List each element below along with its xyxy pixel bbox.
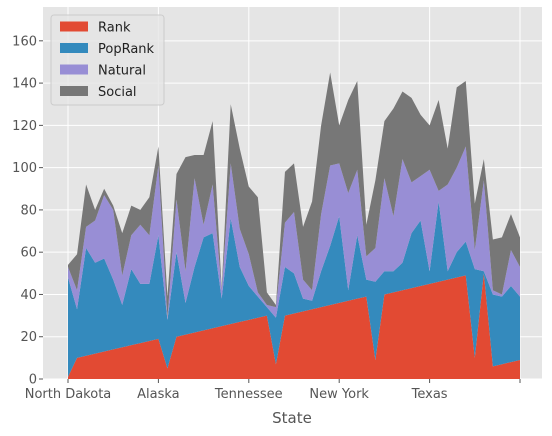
- legend-label: Social: [98, 85, 137, 100]
- y-tick-label: 40: [20, 288, 37, 303]
- area-social: [68, 72, 520, 318]
- y-tick-label: 80: [20, 203, 37, 218]
- y-axis-ticks: 0 20 40 60 80 100 120 140 160: [12, 34, 43, 388]
- legend-swatch: [60, 64, 88, 75]
- y-tick-label: 20: [20, 330, 37, 345]
- legend-swatch: [60, 43, 88, 53]
- x-tick-label: Tennessee: [214, 387, 283, 402]
- x-axis-ticks: North Dakota Alaska Tennessee New York Texas: [25, 379, 521, 402]
- area-poprank: [68, 201, 520, 377]
- y-tick-label: 140: [12, 77, 37, 92]
- area-natural: [68, 146, 520, 320]
- legend-swatch: [60, 86, 88, 96]
- legend: Rank PopRank Natural Social: [50, 14, 165, 106]
- x-tick-label: New York: [309, 387, 369, 402]
- y-tick-label: 100: [12, 161, 37, 176]
- legend-box: [50, 14, 165, 106]
- legend-label: Rank: [98, 21, 131, 36]
- area-series: [68, 72, 520, 379]
- area-rank: [68, 273, 520, 379]
- x-tick-label: North Dakota: [25, 387, 112, 402]
- y-tick-label: 160: [12, 34, 37, 49]
- legend-label: PopRank: [98, 42, 155, 57]
- x-axis-label: State: [272, 409, 312, 427]
- legend-label: Natural: [98, 64, 146, 79]
- x-tick-label: Texas: [411, 387, 448, 402]
- y-tick-label: 60: [20, 246, 37, 261]
- x-tick-label: Alaska: [137, 387, 180, 402]
- y-tick-label: 0: [29, 373, 37, 388]
- legend-swatch: [60, 21, 88, 32]
- y-tick-label: 120: [12, 119, 37, 134]
